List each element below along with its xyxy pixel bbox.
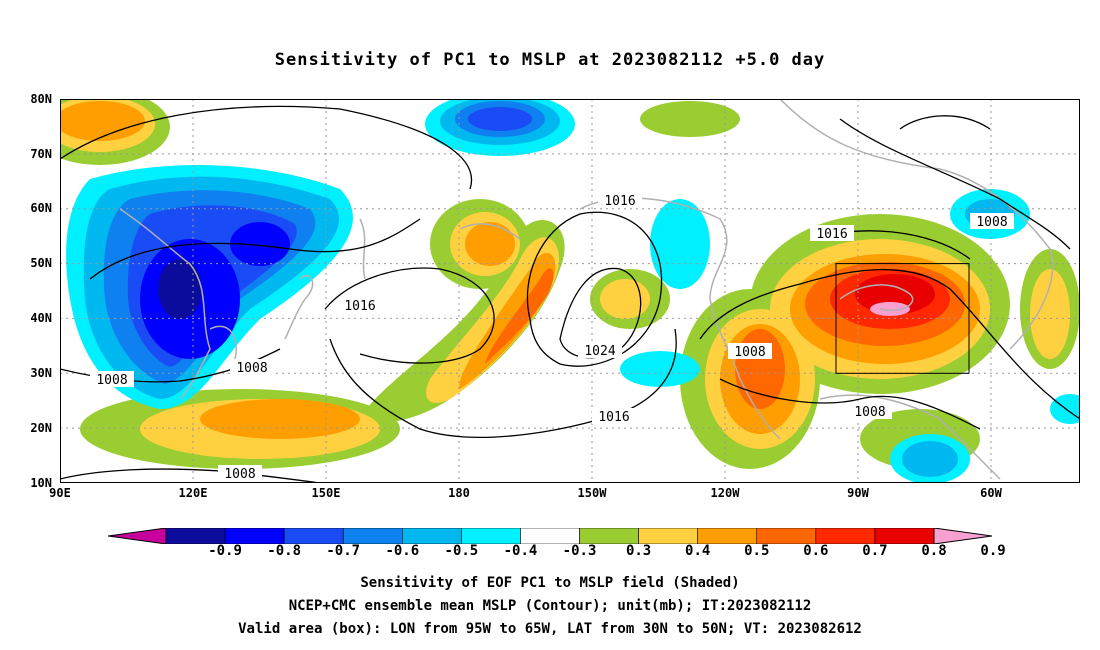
colorbar-arrow-low — [108, 528, 167, 544]
colorbar-tick-label: -0.4 — [503, 543, 538, 559]
colorbar — [108, 528, 992, 544]
lon-label: 150W — [577, 486, 607, 500]
colorbar-swatch — [342, 528, 403, 544]
caption-line-3: Valid area (box): LON from 95W to 65W, L… — [238, 621, 862, 637]
colorbar-tick-label: -0.9 — [208, 543, 242, 559]
colorbar-swatch — [402, 528, 462, 544]
colorbar-arrow-high — [933, 528, 992, 544]
colorbar-swatch — [874, 528, 935, 544]
lat-label: 10N — [30, 476, 52, 490]
contour-labels: 1016 1016 1016 1024 1016 1008 1008 1008 … — [90, 192, 1014, 482]
valid-area-box — [835, 263, 970, 374]
contour-label: 1024 — [584, 344, 615, 359]
lat-label: 70N — [30, 147, 52, 161]
colorbar-swatch — [638, 528, 698, 544]
lon-label: 90E — [49, 486, 71, 500]
lon-label: 90W — [847, 486, 869, 500]
contour-label: 1008 — [236, 361, 267, 376]
colorbar-tick-label: -0.6 — [385, 543, 420, 559]
contour-label: 1008 — [976, 215, 1007, 230]
contour-label: 1008 — [96, 373, 127, 388]
lon-label: 60W — [980, 486, 1002, 500]
caption-line-2: NCEP+CMC ensemble mean MSLP (Contour); u… — [288, 598, 812, 614]
contour-label: 1016 — [344, 299, 375, 314]
lon-label: 180 — [448, 486, 470, 500]
colorbar-tick-label: 0.7 — [862, 543, 888, 559]
contour-label: 1016 — [816, 227, 847, 242]
colorbar-tick-label: -0.5 — [444, 543, 479, 559]
colorbar-tick-label: -0.3 — [562, 543, 597, 559]
colorbar-tick-label: -0.7 — [326, 543, 361, 559]
colorbar-tick-label: 0.8 — [921, 543, 947, 559]
caption-line-1: Sensitivity of EOF PC1 to MSLP field (Sh… — [360, 575, 740, 591]
colorbar-swatch — [165, 528, 226, 544]
colorbar-tick-label: 0.6 — [803, 543, 829, 559]
lat-label: 60N — [30, 201, 52, 215]
contour-label: 1016 — [598, 410, 629, 425]
contour-label: 1008 — [854, 405, 885, 420]
colorbar-swatch — [461, 528, 521, 544]
colorbar-swatch — [520, 528, 580, 544]
contour-label: 1016 — [604, 194, 635, 209]
lat-label: 50N — [30, 256, 52, 270]
lat-label: 20N — [30, 421, 52, 435]
colorbar-swatch — [697, 528, 758, 544]
sensitivity-map: 1016 1016 1016 1024 1016 1008 1008 1008 … — [60, 99, 1080, 483]
colorbar-tick-label: 0.9 — [980, 543, 1006, 559]
lat-label: 80N — [30, 92, 52, 106]
colorbar-swatch — [815, 528, 876, 544]
colorbar-tick-label: 0.3 — [625, 543, 652, 559]
contour-label: 1008 — [734, 345, 765, 360]
contour-label: 1008 — [224, 467, 255, 482]
lat-label: 30N — [30, 366, 52, 380]
colorbar-swatch — [579, 528, 639, 544]
lon-label: 150E — [311, 486, 341, 500]
colorbar-swatch — [224, 528, 285, 544]
lon-label: 120E — [178, 486, 208, 500]
lon-label: 120W — [710, 486, 740, 500]
map-title: Sensitivity of PC1 to MSLP at 2023082112… — [274, 50, 826, 70]
colorbar-tick-label: 0.4 — [685, 543, 711, 559]
colorbar-tick-label: 0.5 — [744, 543, 770, 559]
colorbar-swatch — [756, 528, 817, 544]
lat-label: 40N — [30, 311, 52, 325]
colorbar-tick-label: -0.8 — [267, 543, 301, 559]
colorbar-swatch — [283, 528, 344, 544]
